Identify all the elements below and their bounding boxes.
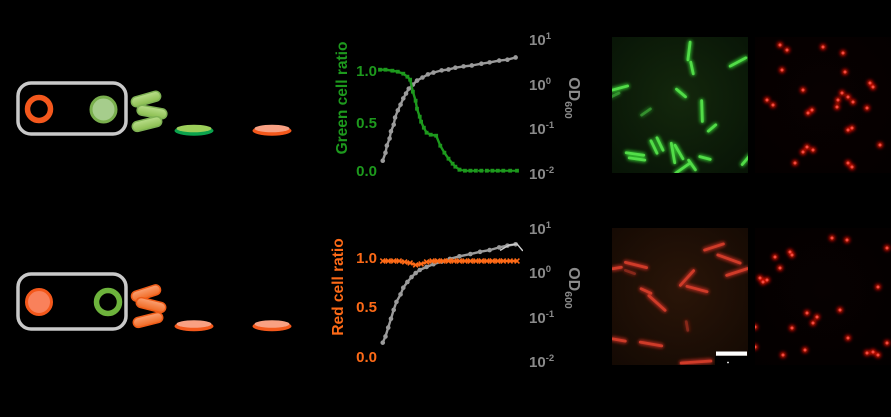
green-cell-ratio-plateau-series [457, 167, 519, 173]
od-tick: 101 [529, 31, 551, 49]
green-cells-micrograph [612, 37, 748, 173]
schematic-red-to-spore [16, 272, 292, 332]
od-tick: 101 [529, 220, 551, 238]
y-tick: 0.5 [356, 115, 377, 132]
red-cell-ratio-series [379, 258, 520, 268]
od-tick: 100 [529, 76, 551, 94]
cell-rod [132, 311, 164, 329]
od-tick: 10-2 [529, 353, 555, 371]
scale-bar [716, 351, 747, 356]
green-gene-on-disc [89, 95, 118, 124]
y-axis-label-green-cell-ratio: Green cell ratio [334, 41, 351, 155]
genotype-box [16, 272, 128, 331]
y-tick: 0.0 [356, 349, 377, 366]
od-tick: 10-2 [529, 165, 555, 183]
od-tick: 100 [529, 264, 551, 282]
green-ratio-od-chart [378, 55, 519, 173]
green-culture-dish [174, 124, 214, 136]
green-gene-off-ring [93, 287, 123, 317]
y-axis-label-od600: OD600 [561, 267, 583, 309]
y-tick: 1.0 [356, 63, 377, 80]
red-spores-micrograph [755, 37, 891, 173]
red-ratio-od-chart [379, 242, 523, 345]
od-tick: 10-1 [529, 309, 555, 327]
orange-culture-dish [252, 320, 292, 332]
red-gene-off-ring [24, 94, 54, 124]
cell-rod [130, 284, 162, 302]
od600-growth-series [380, 55, 518, 164]
od600-end-hook-series [499, 243, 523, 252]
y-tick: 1.0 [356, 250, 377, 267]
y-tick: 0.5 [356, 299, 377, 316]
schematic-green-to-spore [16, 81, 292, 136]
orange-culture-dish [174, 320, 214, 332]
cell-rod [131, 115, 163, 133]
cell-rod [135, 296, 167, 314]
y-axis-label-od600: OD600 [561, 77, 583, 119]
red-spores-micrograph [755, 228, 891, 365]
green-cell-ratio-series [378, 67, 462, 172]
cell-rod [136, 104, 168, 120]
y-tick: 0.0 [356, 163, 377, 180]
genotype-box [16, 81, 128, 136]
orange-culture-dish [252, 124, 292, 136]
red-gene-on-disc [25, 288, 53, 316]
cell-rod [130, 90, 162, 108]
red-cells-micrograph [612, 228, 748, 365]
od-tick: 10-1 [529, 120, 555, 138]
od600-growth-series [380, 242, 518, 345]
